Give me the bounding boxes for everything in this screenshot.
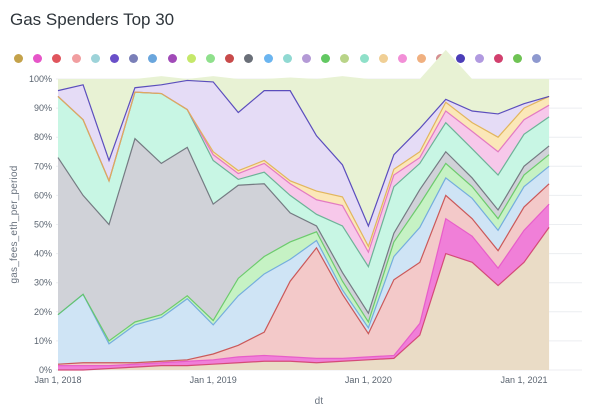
legend-dot[interactable] bbox=[321, 54, 331, 63]
legend-dot[interactable] bbox=[14, 54, 23, 63]
area-series bbox=[58, 92, 550, 314]
legend-dot[interactable] bbox=[340, 54, 350, 63]
series-line bbox=[58, 227, 550, 371]
legend-dot[interactable] bbox=[263, 54, 273, 63]
y-tick-label: 100% bbox=[29, 74, 52, 84]
y-tick-label: 20% bbox=[34, 307, 52, 317]
legend-dot[interactable] bbox=[148, 54, 158, 63]
legend-dot[interactable] bbox=[474, 54, 484, 63]
x-tick-label: Jan 1, 2020 bbox=[345, 375, 392, 385]
y-tick-label: 80% bbox=[34, 132, 52, 142]
legend-dot[interactable] bbox=[33, 54, 43, 63]
legend-dot[interactable] bbox=[282, 54, 292, 63]
y-tick-label: 0% bbox=[39, 365, 52, 375]
legend-dot[interactable] bbox=[244, 54, 254, 63]
area-series bbox=[58, 138, 550, 341]
series-line bbox=[57, 165, 550, 345]
legend-dot[interactable] bbox=[302, 54, 311, 63]
series-line bbox=[57, 91, 550, 248]
x-tick-label: Jan 1, 2021 bbox=[500, 375, 547, 385]
legend-dot[interactable] bbox=[206, 54, 215, 63]
chart-title: Gas Spenders Top 30 bbox=[10, 10, 175, 29]
y-tick-label: 30% bbox=[34, 278, 52, 288]
legend-dot[interactable] bbox=[90, 54, 100, 63]
y-tick-label: 40% bbox=[34, 249, 52, 259]
y-tick-label: 70% bbox=[34, 161, 52, 171]
legend-dot[interactable] bbox=[110, 54, 119, 63]
legend-dot[interactable] bbox=[186, 54, 196, 63]
legend-dot[interactable] bbox=[225, 54, 235, 63]
series-line bbox=[57, 137, 550, 315]
legend-dot[interactable] bbox=[513, 54, 523, 63]
legend-dot[interactable] bbox=[129, 54, 139, 63]
area-series bbox=[58, 183, 550, 366]
legend-dot[interactable] bbox=[494, 54, 503, 63]
legend-dot[interactable] bbox=[167, 54, 177, 63]
series-line bbox=[57, 183, 550, 365]
legend-dot[interactable] bbox=[532, 54, 542, 63]
y-tick-label: 60% bbox=[34, 190, 52, 200]
legend-dot[interactable] bbox=[359, 54, 369, 63]
legend-dot[interactable] bbox=[378, 54, 388, 63]
x-tick-label: Jan 1, 2018 bbox=[34, 375, 81, 385]
x-axis-label: dt bbox=[315, 396, 324, 407]
x-tick-label: Jan 1, 2019 bbox=[190, 375, 237, 385]
legend-dot[interactable] bbox=[71, 54, 81, 63]
legend-dot[interactable] bbox=[398, 54, 407, 63]
area-series bbox=[58, 227, 550, 370]
y-axis-label: gas_fees_eth_per_period bbox=[9, 165, 20, 283]
legend-dot[interactable] bbox=[52, 54, 62, 63]
y-tick-label: 90% bbox=[34, 103, 52, 113]
series-line bbox=[57, 154, 550, 342]
series-line bbox=[57, 79, 550, 228]
y-tick-label: 50% bbox=[34, 220, 52, 230]
legend-dot[interactable] bbox=[417, 54, 427, 63]
series-line bbox=[58, 203, 550, 367]
y-tick-label: 10% bbox=[34, 336, 52, 346]
legend-dot[interactable] bbox=[455, 54, 465, 63]
area-series bbox=[58, 49, 550, 226]
